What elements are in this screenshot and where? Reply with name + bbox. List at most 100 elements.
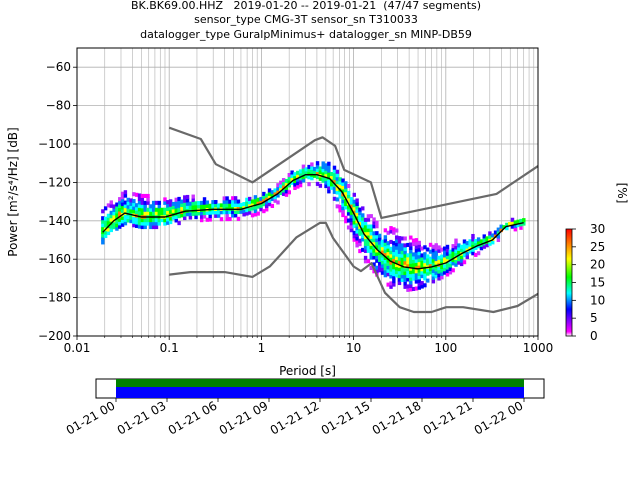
density-cell xyxy=(228,203,232,208)
density-cell xyxy=(171,208,176,213)
density-cell xyxy=(389,264,393,269)
density-cell xyxy=(149,204,153,209)
title-line-3: datalogger_type GuralpMinimus+ datalogge… xyxy=(140,28,472,41)
density-cell xyxy=(267,198,272,203)
density-cell xyxy=(411,273,416,278)
density-cell xyxy=(349,210,354,215)
density-cell xyxy=(465,244,470,249)
density-cell xyxy=(335,190,340,195)
density-cell xyxy=(451,254,455,259)
density-cell xyxy=(394,259,399,264)
density-cell xyxy=(437,269,441,274)
density-cell xyxy=(123,221,128,226)
density-cell xyxy=(451,247,455,252)
density-cell xyxy=(349,200,354,205)
density-cell xyxy=(437,266,441,271)
density-cell xyxy=(315,174,320,180)
density-cell xyxy=(397,236,402,241)
density-cell xyxy=(411,262,416,267)
density-cell xyxy=(327,175,331,180)
density-cell xyxy=(344,191,348,196)
density-cell xyxy=(208,214,212,219)
density-cell xyxy=(411,286,416,291)
density-cell xyxy=(132,219,136,224)
density-cell xyxy=(242,202,246,207)
density-cell xyxy=(214,213,218,218)
density-cell xyxy=(222,203,227,208)
density-cell xyxy=(369,248,373,253)
density-cell xyxy=(118,204,122,209)
density-cell xyxy=(383,245,388,250)
density-cell xyxy=(411,252,416,257)
density-cell xyxy=(394,273,399,278)
density-cell xyxy=(394,242,399,247)
density-cell xyxy=(409,249,413,254)
density-cell xyxy=(222,210,227,215)
density-cell xyxy=(378,257,382,262)
colorbar-tick-label: 5 xyxy=(590,311,598,325)
density-cell xyxy=(174,208,178,213)
density-cell xyxy=(143,204,147,209)
density-cell xyxy=(304,174,308,179)
density-cell xyxy=(406,274,410,279)
density-cell xyxy=(205,217,210,222)
title-line-1: BK.BK69.00.HHZ 2019-01-20 -- 2019-01-21 … xyxy=(130,0,482,12)
density-cell xyxy=(106,213,111,218)
density-cell xyxy=(403,257,407,262)
density-cell xyxy=(301,168,306,173)
density-cell xyxy=(321,161,325,166)
density-cell xyxy=(386,258,390,263)
density-cell xyxy=(411,238,416,243)
density-cell xyxy=(363,235,368,240)
density-cell xyxy=(431,244,436,249)
density-cell xyxy=(352,234,356,239)
density-cell xyxy=(301,174,306,180)
density-cell xyxy=(474,252,478,257)
density-cell xyxy=(341,199,345,204)
density-cell xyxy=(248,200,252,205)
density-cell xyxy=(191,197,195,203)
density-cell xyxy=(352,223,356,228)
density-cell xyxy=(315,164,320,169)
density-cell xyxy=(284,189,289,194)
density-cell xyxy=(264,197,269,202)
density-cell xyxy=(324,166,328,171)
density-cell xyxy=(151,225,156,230)
density-cell xyxy=(414,269,419,274)
density-cell xyxy=(118,224,122,229)
density-cell xyxy=(445,258,450,263)
density-cell xyxy=(499,228,503,233)
density-cell xyxy=(380,239,385,244)
density-cell xyxy=(262,195,266,200)
density-cell xyxy=(191,211,195,216)
density-cell xyxy=(403,236,407,241)
density-cell xyxy=(137,196,142,201)
density-cell xyxy=(329,182,334,187)
density-cell xyxy=(392,254,396,259)
density-cell xyxy=(106,220,111,225)
density-cell xyxy=(397,267,402,272)
density-cell xyxy=(112,214,116,219)
density-cell xyxy=(397,270,402,275)
density-cell xyxy=(346,190,351,195)
density-cell xyxy=(510,224,515,229)
density-cell xyxy=(389,229,393,234)
density-cell xyxy=(135,216,139,222)
y-tick-label: −60 xyxy=(46,60,71,74)
density-cell xyxy=(361,237,365,242)
density-cell xyxy=(231,199,235,204)
density-cell xyxy=(352,210,356,215)
density-cell xyxy=(188,215,193,220)
density-cell xyxy=(459,262,464,267)
density-cell xyxy=(369,252,373,257)
density-cell xyxy=(448,270,453,275)
density-cell xyxy=(106,217,111,222)
density-cell xyxy=(375,255,379,260)
density-cell xyxy=(372,255,376,260)
density-cell xyxy=(363,242,368,247)
density-cell xyxy=(378,247,382,252)
density-cell xyxy=(397,256,402,261)
density-cell xyxy=(118,221,122,226)
density-cell xyxy=(366,217,371,222)
density-cell xyxy=(174,201,178,206)
